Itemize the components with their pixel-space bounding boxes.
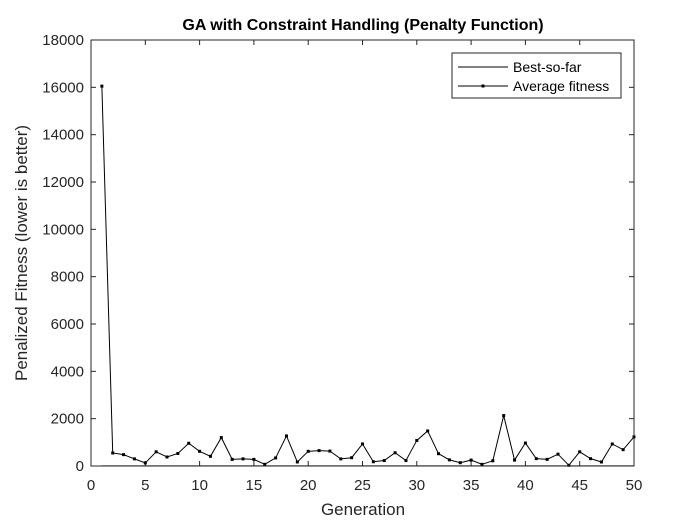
data-point	[284, 434, 288, 438]
data-point	[219, 436, 223, 440]
y-tick-label: 16000	[42, 79, 84, 96]
data-point	[154, 450, 158, 454]
data-point	[100, 84, 104, 88]
data-point	[447, 458, 451, 462]
data-point	[469, 458, 473, 462]
plot-frame	[90, 39, 635, 467]
data-point	[458, 461, 462, 465]
chart-title: GA with Constraint Handling (Penalty Fun…	[182, 17, 543, 34]
x-tick-label: 30	[408, 477, 425, 494]
data-point	[252, 457, 256, 461]
data-point	[534, 457, 538, 461]
data-point	[176, 451, 180, 455]
x-tick-label: 15	[246, 477, 263, 494]
x-ticks: 0 5 10 15 20 25 30 35 40 45 50	[87, 40, 643, 494]
x-tick-label: 10	[191, 477, 208, 494]
data-point	[502, 414, 506, 418]
y-tick-label: 10000	[42, 221, 84, 238]
plot-area	[91, 40, 634, 466]
data-point	[306, 449, 310, 453]
data-point	[437, 452, 441, 456]
data-point	[404, 459, 408, 463]
data-point	[295, 460, 299, 464]
data-point	[556, 452, 560, 456]
legend-marker-average-fitness	[481, 84, 485, 88]
data-point	[371, 460, 375, 464]
data-point	[274, 456, 278, 460]
y-tick-label: 6000	[51, 316, 84, 333]
data-point	[122, 453, 126, 457]
x-tick-label: 20	[300, 477, 317, 494]
legend-label-average-fitness: Average fitness	[513, 78, 609, 94]
data-point	[361, 442, 364, 446]
data-point	[132, 457, 136, 461]
y-ticks: 0 2000 4000 6000 8000 10000 12000 14000 16000 180…	[42, 32, 634, 475]
x-tick-label: 35	[463, 477, 480, 494]
x-tick-label: 0	[87, 477, 95, 494]
legend-box	[451, 52, 622, 99]
data-point	[393, 451, 397, 455]
data-point	[187, 441, 191, 445]
x-axis-label: Generation	[321, 500, 405, 519]
data-point	[545, 457, 549, 461]
data-point	[578, 450, 582, 454]
data-point	[491, 459, 495, 463]
data-point	[350, 456, 354, 460]
data-point	[599, 460, 603, 464]
y-tick-label: 14000	[42, 127, 84, 144]
data-point	[415, 438, 419, 442]
y-tick-label: 12000	[42, 174, 84, 191]
data-point	[426, 429, 430, 433]
data-point	[230, 457, 234, 461]
data-point	[382, 459, 386, 463]
data-point	[165, 455, 169, 459]
data-point	[241, 457, 245, 461]
data-point	[339, 457, 343, 461]
data-point	[480, 462, 484, 466]
legend-label-best-so-far: Best-so-far	[513, 59, 582, 75]
data-point	[198, 449, 202, 453]
data-point	[513, 458, 517, 462]
data-point	[317, 449, 321, 453]
y-tick-label: 4000	[51, 363, 84, 380]
data-point	[143, 461, 147, 465]
data-point	[567, 463, 571, 467]
x-tick-label: 45	[571, 477, 588, 494]
data-point	[523, 441, 527, 445]
y-tick-label: 0	[76, 458, 84, 475]
data-point	[589, 457, 593, 461]
data-point	[208, 454, 212, 458]
y-tick-label: 8000	[51, 269, 84, 286]
data-point	[328, 449, 332, 453]
data-point	[610, 442, 614, 446]
data-point	[111, 451, 115, 455]
y-tick-label: 2000	[51, 411, 84, 428]
x-tick-label: 50	[626, 477, 643, 494]
y-axis-label: Penalized Fitness (lower is better)	[12, 125, 31, 381]
data-point	[621, 448, 625, 452]
data-point	[263, 462, 267, 466]
legend: Best-so-far Average fitness	[451, 52, 622, 99]
series-line-average-fitness	[101, 86, 635, 467]
x-tick-label: 5	[141, 477, 149, 494]
x-tick-label: 25	[354, 477, 371, 494]
x-tick-label: 40	[517, 477, 534, 494]
y-tick-label: 18000	[42, 32, 84, 49]
